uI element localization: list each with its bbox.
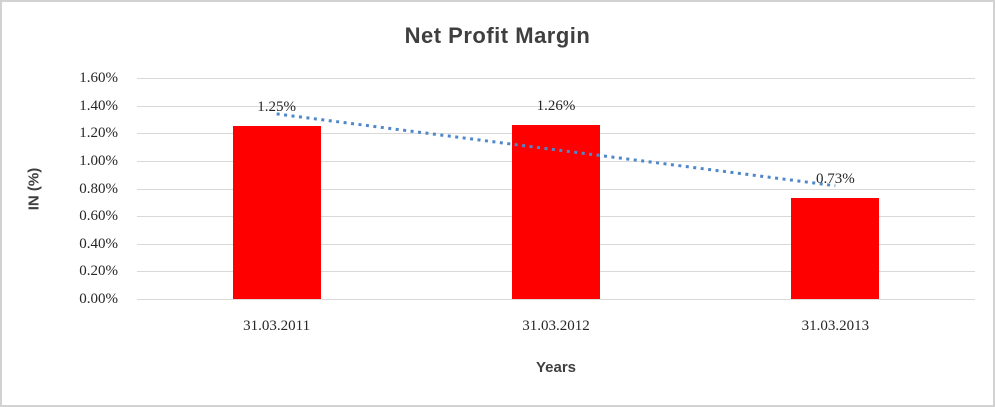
data-label: 1.25% bbox=[257, 99, 297, 116]
y-tick-label: 0.00% bbox=[79, 291, 118, 307]
gridline bbox=[137, 105, 975, 107]
data-label: 1.26% bbox=[536, 97, 576, 114]
trendline bbox=[276, 112, 836, 188]
y-tick-label: 0.60% bbox=[79, 208, 118, 225]
y-tick-label: 1.40% bbox=[79, 97, 118, 114]
y-tick-label: 1.60% bbox=[79, 70, 118, 86]
y-tick-label: 1.00% bbox=[79, 152, 118, 169]
chart-title: Net Profit Margin bbox=[404, 23, 591, 48]
category-label: 31.03.2011 bbox=[243, 318, 311, 334]
gridline bbox=[137, 299, 975, 300]
category-label: 31.03.2012 bbox=[522, 318, 590, 334]
y-tick-label: 0.20% bbox=[79, 263, 118, 280]
y-tick-label: 1.20% bbox=[79, 125, 118, 142]
y-tick-label: 0.40% bbox=[79, 235, 118, 252]
x-axis-title: Years bbox=[535, 359, 577, 376]
bar-31.03.2012 bbox=[512, 124, 600, 299]
bar-31.03.2011 bbox=[232, 126, 321, 299]
data-label: 0.73% bbox=[815, 171, 855, 188]
category-label: 31.03.2013 bbox=[801, 318, 870, 334]
y-tick-label: 0.80% bbox=[79, 180, 118, 197]
gridline bbox=[137, 78, 975, 79]
plot-area: 1.25% 1.26% 0.73% bbox=[137, 78, 975, 299]
bar-31.03.2013 bbox=[791, 198, 880, 299]
